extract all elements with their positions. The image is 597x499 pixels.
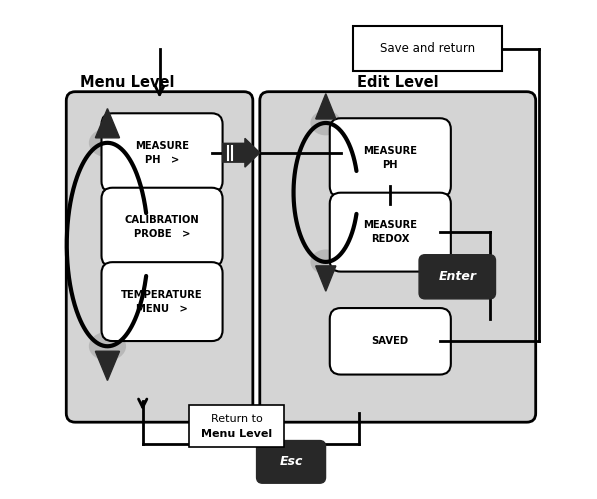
Ellipse shape xyxy=(89,128,126,157)
FancyArrow shape xyxy=(96,351,119,381)
FancyArrow shape xyxy=(316,94,336,119)
FancyArrow shape xyxy=(223,138,260,167)
FancyBboxPatch shape xyxy=(260,92,536,422)
Bar xyxy=(189,405,284,447)
Text: CALIBRATION
PROBE   >: CALIBRATION PROBE > xyxy=(125,215,199,239)
FancyBboxPatch shape xyxy=(330,308,451,375)
Text: MEASURE
PH   >: MEASURE PH > xyxy=(135,141,189,165)
FancyBboxPatch shape xyxy=(101,188,223,266)
Ellipse shape xyxy=(310,111,341,135)
FancyArrow shape xyxy=(96,109,119,138)
Text: Esc: Esc xyxy=(279,456,303,469)
FancyBboxPatch shape xyxy=(101,262,223,341)
FancyBboxPatch shape xyxy=(419,254,496,299)
Bar xyxy=(353,26,502,71)
Text: Enter: Enter xyxy=(438,270,476,283)
FancyBboxPatch shape xyxy=(257,441,325,483)
FancyBboxPatch shape xyxy=(101,113,223,192)
Ellipse shape xyxy=(89,332,126,361)
Text: Save and return: Save and return xyxy=(380,42,475,55)
Text: Menu Level: Menu Level xyxy=(80,75,175,90)
FancyBboxPatch shape xyxy=(330,193,451,271)
Ellipse shape xyxy=(310,250,341,274)
Text: Edit Level: Edit Level xyxy=(357,75,439,90)
Text: MEASURE
PH: MEASURE PH xyxy=(364,146,417,170)
FancyBboxPatch shape xyxy=(66,92,253,422)
FancyBboxPatch shape xyxy=(330,118,451,197)
Text: TEMPERATURE
MENU   >: TEMPERATURE MENU > xyxy=(121,289,203,313)
Text: SAVED: SAVED xyxy=(372,336,409,346)
FancyArrow shape xyxy=(316,266,336,291)
Text: Menu Level: Menu Level xyxy=(201,429,272,439)
Text: MEASURE
REDOX: MEASURE REDOX xyxy=(364,220,417,244)
Text: Return to: Return to xyxy=(211,414,262,424)
